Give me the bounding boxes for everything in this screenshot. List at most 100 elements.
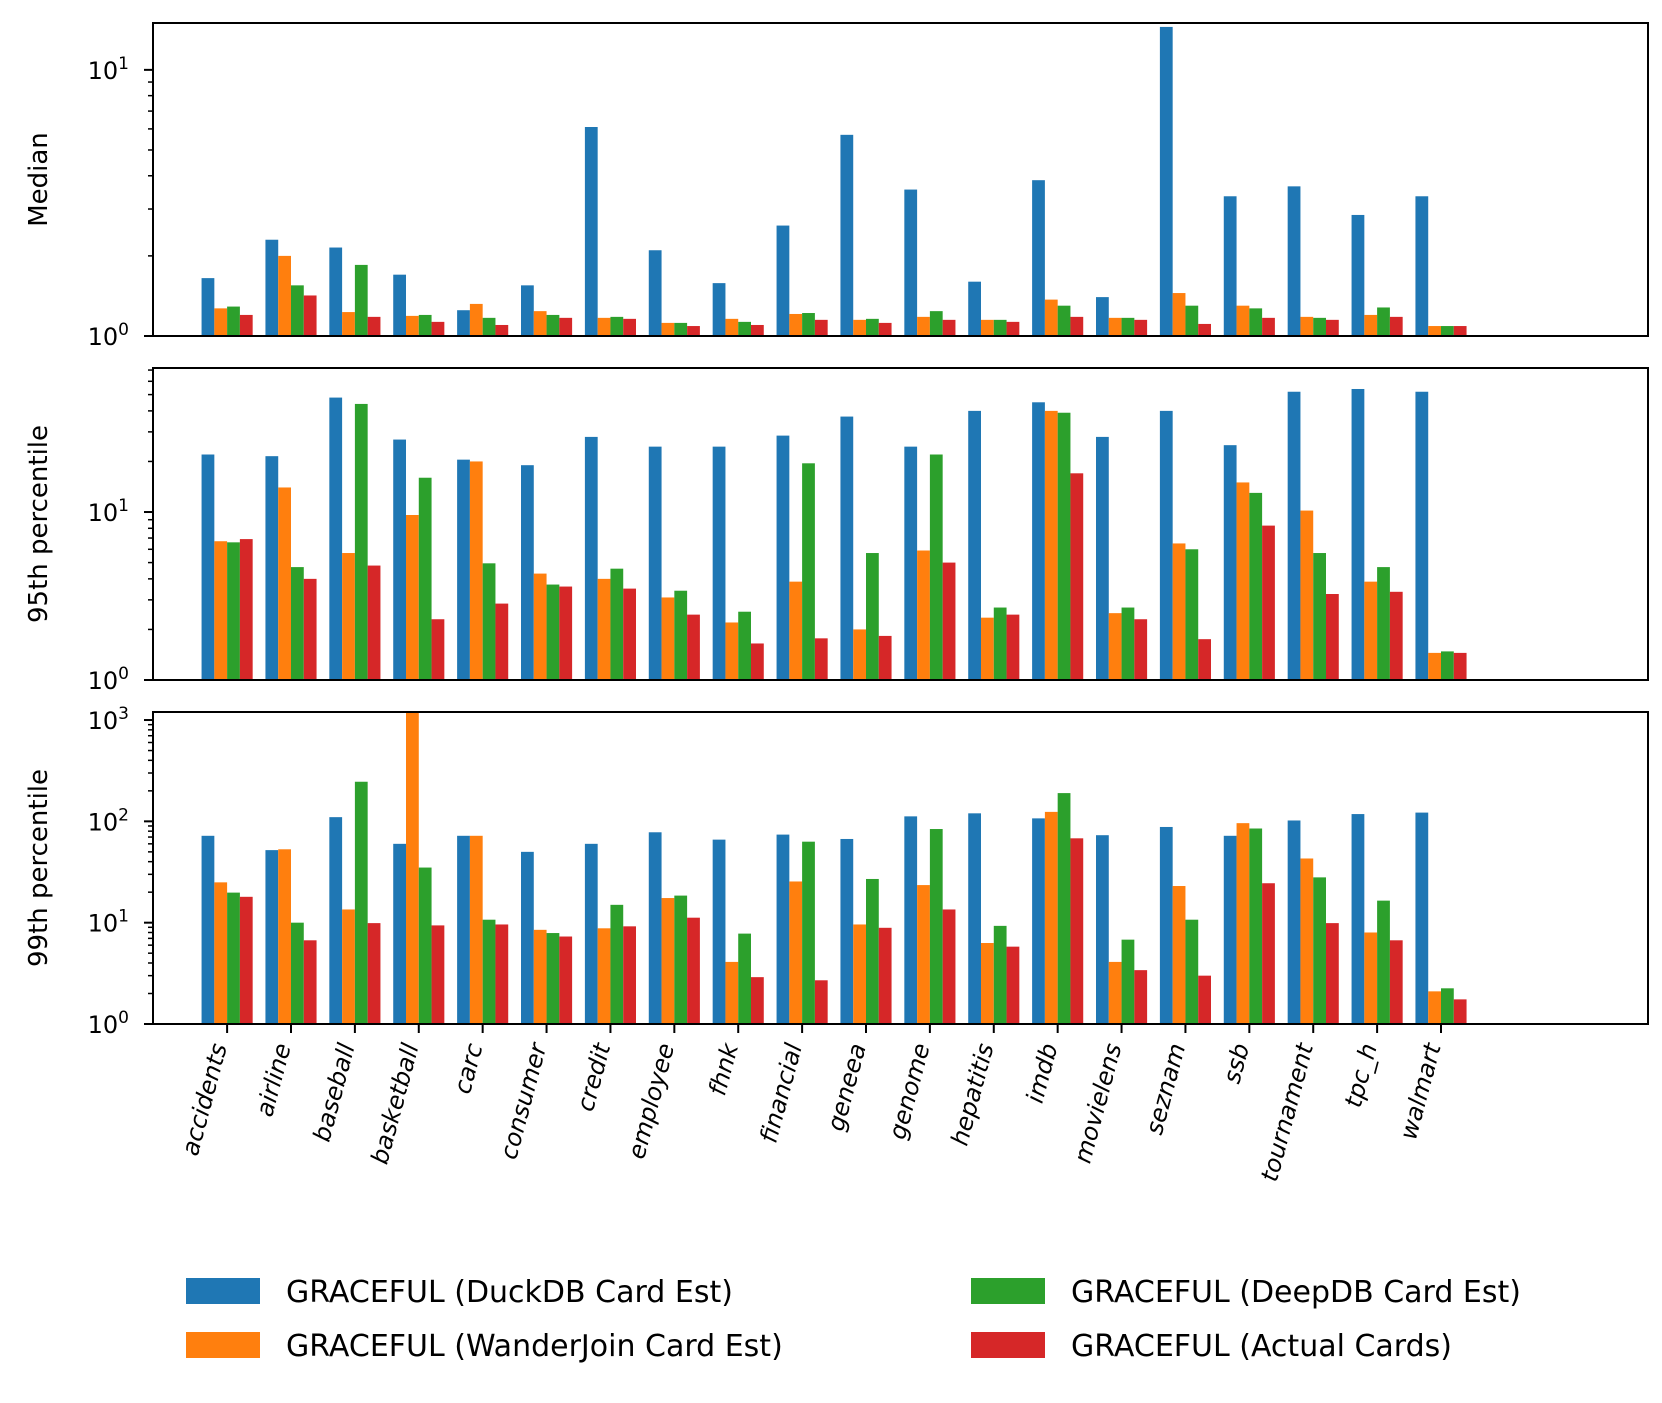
bar-p99-genome-s3 (942, 909, 956, 1024)
bar-p99-tpc_h-s0 (1351, 814, 1365, 1024)
bar-p95-movielens-s0 (1096, 436, 1109, 680)
y-tick-label: 101 (88, 54, 129, 85)
bar-p99-walmart-s0 (1415, 812, 1429, 1024)
x-tick-label-fhnk: fhnk (703, 1039, 744, 1098)
bar-p99-basketball-s3 (431, 925, 445, 1024)
bar-p95-geneea-s0 (840, 416, 854, 680)
bar-p95-credit-s1 (597, 578, 611, 680)
bar-p99-financial-s2 (802, 841, 815, 1024)
bar-p99-fhnk-s1 (725, 961, 739, 1024)
bar-p99-employee-s2 (674, 895, 688, 1024)
bar-p99-baseball-s2 (354, 781, 368, 1024)
bar-p95-tpc_h-s2 (1377, 567, 1390, 680)
bar-p95-employee-s3 (687, 614, 700, 680)
legend-label-actual: GRACEFUL (Actual Cards) (1071, 1329, 1452, 1364)
bar-p95-credit-s3 (623, 588, 636, 680)
legend-swatch-duckdb (186, 1278, 260, 1304)
bar-p99-accidents-s1 (214, 882, 228, 1024)
bar-median-baseball-s0 (329, 247, 343, 336)
bar-median-tournament-s3 (1326, 319, 1339, 336)
bar-p95-employee-s2 (674, 590, 688, 680)
bar-p99-genome-s2 (929, 829, 943, 1024)
bar-p99-ssb-s1 (1236, 823, 1250, 1024)
bar-p99-tournament-s0 (1287, 820, 1301, 1024)
bar-p95-fhnk-s0 (712, 446, 726, 680)
x-tick-label-financial: financial (754, 1040, 807, 1146)
bar-median-seznam-s2 (1185, 305, 1199, 336)
bar-p95-consumer-s0 (521, 465, 534, 680)
bar-median-ssb-s0 (1223, 196, 1237, 336)
bar-p99-tpc_h-s3 (1389, 940, 1403, 1024)
bar-median-airline-s0 (265, 239, 279, 336)
bar-p99-airline-s1 (278, 849, 291, 1024)
bar-median-imdb-s0 (1032, 180, 1045, 336)
bar-p99-financial-s3 (814, 980, 828, 1024)
bar-p95-hepatitis-s0 (968, 410, 981, 680)
bar-median-carc-s1 (469, 303, 483, 336)
x-tick-label-tournament: tournament (1255, 1039, 1319, 1185)
bar-p99-walmart-s3 (1453, 999, 1467, 1024)
bar-p99-consumer-s0 (521, 851, 534, 1024)
bar-p99-employee-s1 (661, 898, 675, 1024)
bar-p95-imdb-s0 (1032, 402, 1045, 680)
bar-p99-imdb-s2 (1057, 793, 1071, 1024)
bar-median-hepatitis-s1 (981, 319, 994, 336)
x-tick-label-seznam: seznam (1140, 1040, 1191, 1137)
y-tick-label: 103 (88, 704, 129, 735)
bar-p99-tournament-s2 (1313, 877, 1326, 1024)
bar-p95-carc-s3 (495, 603, 509, 680)
bar-median-tournament-s0 (1287, 186, 1301, 336)
bar-p95-hepatitis-s1 (981, 617, 994, 680)
bar-p99-movielens-s1 (1108, 961, 1122, 1024)
bar-p99-accidents-s2 (227, 892, 240, 1024)
bar-p95-baseball-s0 (329, 397, 343, 680)
bar-median-movielens-s3 (1134, 319, 1148, 336)
bar-p99-walmart-s2 (1441, 988, 1454, 1024)
bar-p99-basketball-s0 (393, 843, 406, 1024)
bar-median-baseball-s2 (354, 264, 368, 336)
bar-median-tournament-s2 (1313, 317, 1326, 336)
bar-p99-ssb-s2 (1249, 828, 1263, 1024)
bar-median-hepatitis-s3 (1006, 321, 1020, 336)
bar-median-basketball-s2 (418, 314, 432, 336)
bar-p99-basketball-s1 (406, 712, 419, 1024)
bar-p95-hepatitis-s2 (993, 607, 1007, 680)
bar-median-employee-s3 (687, 326, 700, 336)
bar-p95-baseball-s3 (367, 565, 381, 680)
bar-median-movielens-s0 (1096, 297, 1109, 336)
bar-median-fhnk-s1 (725, 318, 739, 336)
bar-p95-carc-s2 (482, 563, 496, 680)
bar-p99-carc-s1 (469, 835, 483, 1024)
bar-p95-airline-s1 (278, 487, 291, 680)
bar-p99-tournament-s1 (1300, 858, 1314, 1024)
bar-p99-carc-s0 (457, 835, 470, 1024)
bar-median-financial-s0 (776, 225, 790, 336)
y-tick-label: 100 (88, 664, 129, 695)
bar-median-ssb-s1 (1236, 305, 1250, 336)
bar-p99-genome-s0 (904, 816, 918, 1024)
bar-p95-ssb-s0 (1223, 445, 1237, 680)
bar-p95-movielens-s3 (1134, 619, 1148, 680)
bar-median-employee-s1 (661, 322, 675, 336)
bar-p95-accidents-s0 (201, 454, 215, 680)
bar-p99-consumer-s1 (533, 929, 547, 1024)
bar-p99-carc-s2 (482, 919, 496, 1024)
bar-p95-seznam-s3 (1198, 639, 1211, 680)
bar-median-movielens-s2 (1121, 317, 1135, 336)
bar-median-credit-s0 (584, 127, 598, 336)
bar-median-airline-s1 (278, 255, 291, 336)
x-tick-label-genome: genome (883, 1040, 935, 1142)
bar-p95-accidents-s3 (239, 539, 253, 680)
bar-p99-imdb-s3 (1070, 838, 1084, 1024)
bar-p95-accidents-s1 (214, 541, 228, 680)
bar-median-imdb-s3 (1070, 316, 1084, 336)
bar-median-basketball-s0 (393, 274, 406, 336)
bar-p99-accidents-s0 (201, 835, 215, 1024)
y-tick-label: 100 (88, 320, 129, 351)
bar-p95-imdb-s3 (1070, 473, 1084, 680)
bar-p99-fhnk-s2 (738, 933, 751, 1024)
bar-p95-baseball-s1 (342, 553, 355, 680)
bar-p95-genome-s1 (917, 550, 930, 680)
